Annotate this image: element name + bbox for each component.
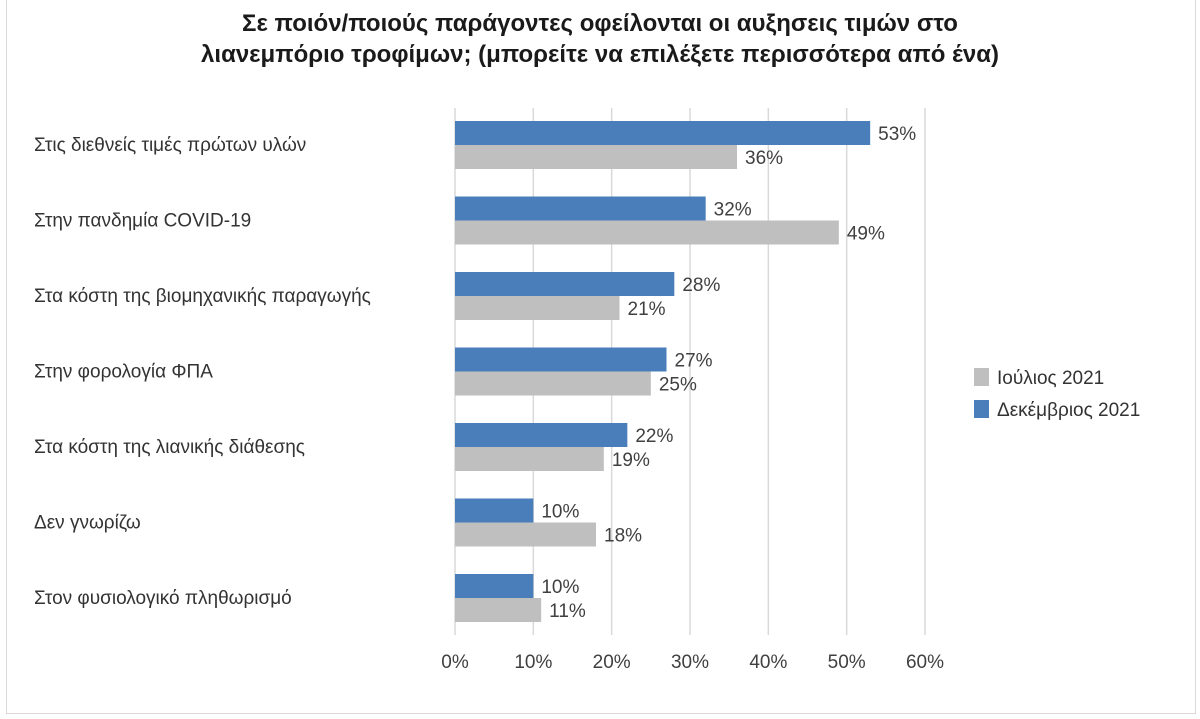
x-tick-label: 20% — [593, 652, 631, 673]
data-label: 28% — [682, 275, 720, 296]
data-label: 22% — [635, 426, 673, 447]
category-label: Δεν γνωρίζω — [34, 513, 141, 534]
bar-jul-2021 — [455, 371, 651, 396]
chart-title-line-2: λιανεμπόριο τροφίμων; (μπορείτε να επιλέ… — [201, 41, 999, 68]
chart-title-line-1: Σε ποιόν/ποιούς παράγοντες οφείλονται οι… — [242, 10, 958, 37]
legend-swatch — [974, 400, 989, 418]
bar-jul-2021 — [455, 598, 542, 622]
bar-dec-2021 — [455, 574, 534, 598]
data-label: 36% — [745, 148, 783, 169]
data-label: 19% — [612, 450, 650, 471]
x-tick-label: 50% — [828, 652, 866, 673]
category-label: Στον φυσιολογικό πληθωρισμό — [34, 588, 292, 609]
x-tick-label: 30% — [671, 652, 709, 673]
category-label: Στην πανδημία COVID-19 — [34, 211, 251, 232]
legend-label: Δεκέμβριος 2021 — [997, 400, 1140, 421]
bar-jul-2021 — [455, 447, 604, 471]
bar-dec-2021 — [455, 121, 871, 145]
bar-dec-2021 — [455, 272, 675, 296]
bar-jul-2021 — [455, 522, 596, 547]
bar-dec-2021 — [455, 196, 706, 221]
x-tick-label: 60% — [906, 652, 944, 673]
category-label: Στα κόστη της λιανικής διάθεσης — [34, 437, 305, 458]
data-label: 10% — [541, 577, 579, 598]
x-tick-label: 0% — [441, 652, 469, 673]
legend-swatch — [974, 368, 989, 386]
x-tick-label: 10% — [514, 652, 552, 673]
category-label: Στις διεθνείς τιμές πρώτων υλών — [34, 135, 306, 156]
data-label: 10% — [541, 502, 579, 523]
legend-label: Ιούλιος 2021 — [997, 368, 1104, 389]
chart-title: Σε ποιόν/ποιούς παράγοντες οφείλονται οι… — [0, 8, 1200, 70]
category-label: Στα κόστη της βιομηχανικής παραγωγής — [34, 286, 371, 307]
data-label: 27% — [675, 351, 713, 372]
data-label: 25% — [659, 375, 697, 396]
data-label: 11% — [549, 601, 586, 622]
bar-jul-2021 — [455, 145, 737, 169]
x-tick-label: 40% — [749, 652, 787, 673]
bar-dec-2021 — [455, 498, 534, 523]
bar-dec-2021 — [455, 423, 628, 447]
bar-jul-2021 — [455, 220, 839, 245]
data-label: 21% — [628, 299, 666, 320]
data-label: 53% — [878, 124, 916, 145]
category-label: Στην φορολογία ΦΠΑ — [34, 362, 213, 383]
bar-dec-2021 — [455, 347, 667, 372]
data-label: 49% — [847, 224, 885, 245]
data-label: 32% — [714, 200, 752, 221]
data-label: 18% — [604, 526, 642, 547]
bar-jul-2021 — [455, 296, 620, 320]
